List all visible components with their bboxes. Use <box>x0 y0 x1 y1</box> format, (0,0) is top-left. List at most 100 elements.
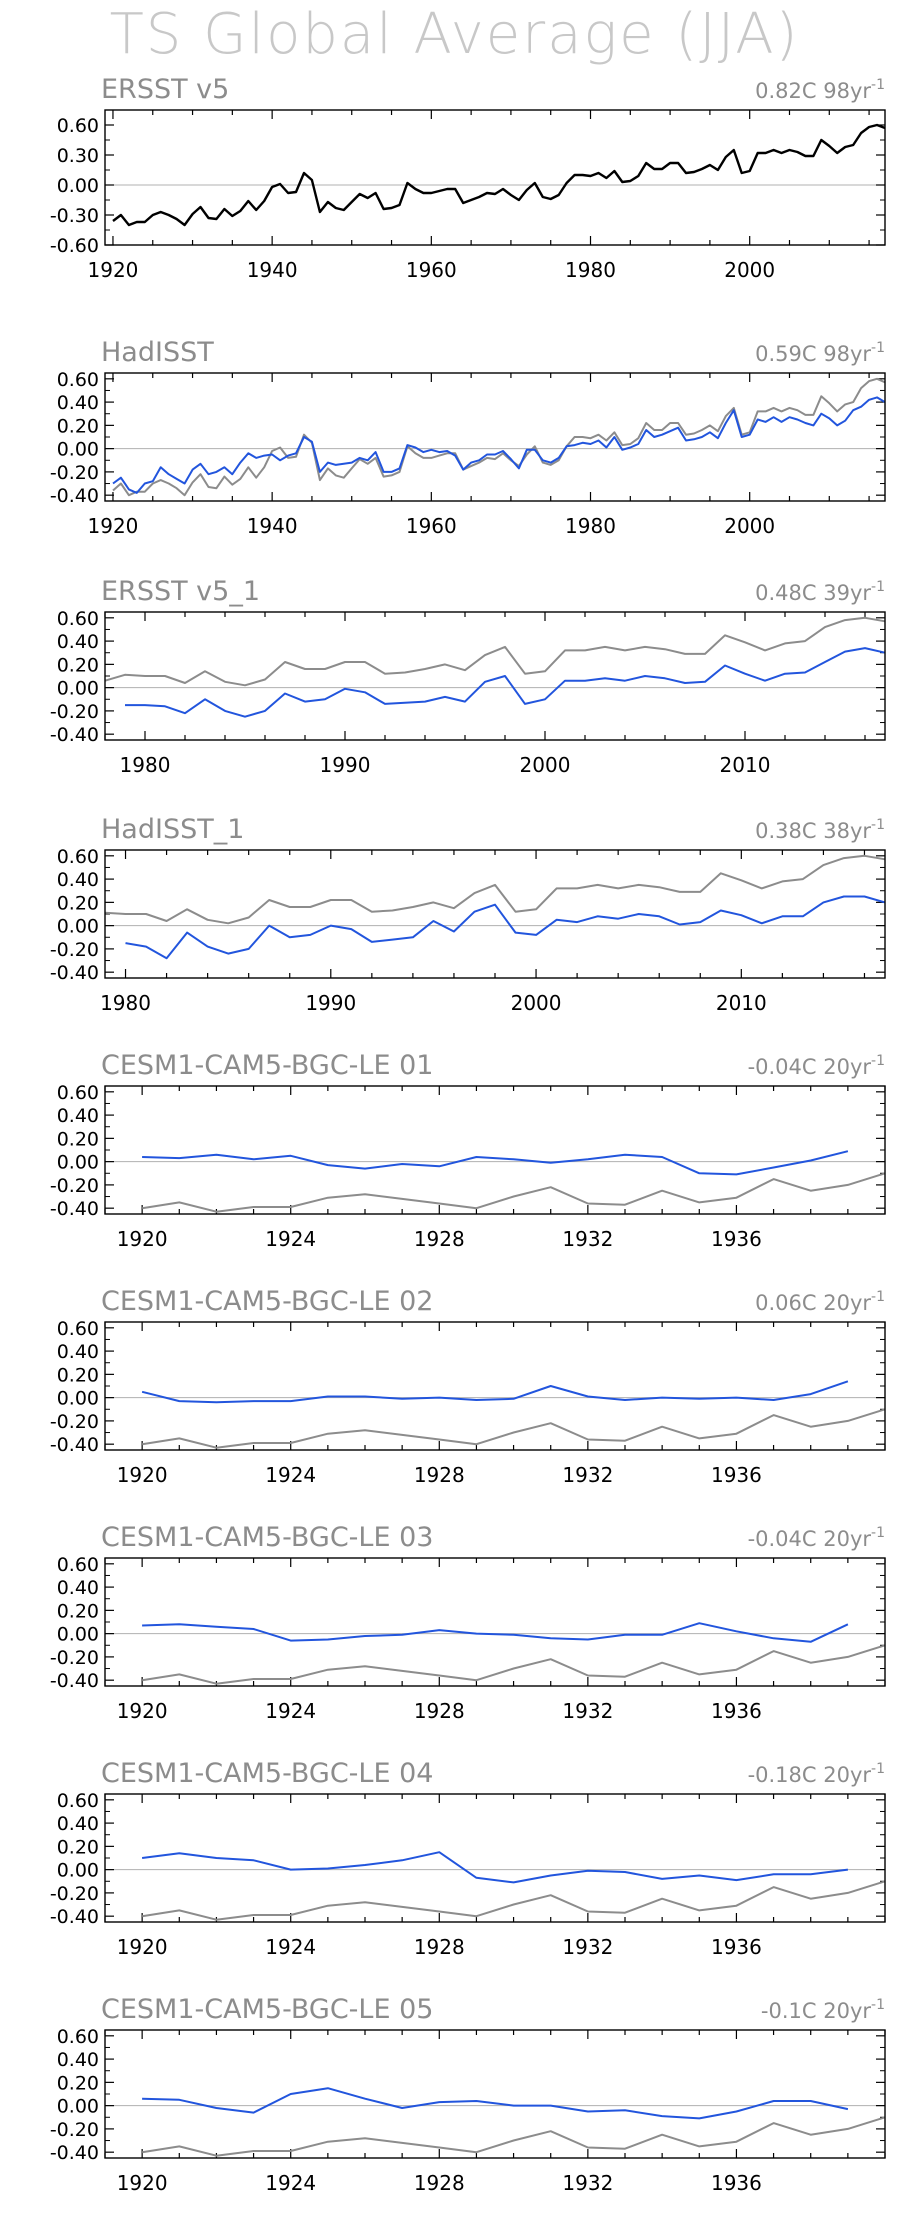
panel-9-ytick-label: 0.40 <box>57 2049 99 2071</box>
panel-2-model-line <box>112 396 886 494</box>
panel-5-ytick-label: 0.00 <box>57 1152 99 1174</box>
panel-7-ytick-label: -0.20 <box>50 1647 99 1669</box>
panel-7-xtick-label: 1920 <box>117 1699 168 1723</box>
panel-6-trend-label: 0.06C 20yr-1 <box>755 1289 885 1315</box>
panel-7-xtick-label: 1928 <box>414 1699 465 1723</box>
panel-5-xtick-label: 1932 <box>562 1227 613 1251</box>
panel-2-ytick-label: 0.40 <box>57 392 99 414</box>
panel-1-ytick-label: -0.60 <box>50 235 99 257</box>
panel-2-xtick-label: 2000 <box>724 514 775 538</box>
panel-3-xtick-label: 2010 <box>720 753 771 777</box>
panel-7-xtick-label: 1932 <box>562 1699 613 1723</box>
panel-8-ytick-label: 0.00 <box>57 1860 99 1882</box>
panel-8-ytick-label: -0.20 <box>50 1883 99 1905</box>
panel-5-ytick-label: -0.20 <box>50 1175 99 1197</box>
panel-1-trend-label: 0.82C 98yr-1 <box>755 77 885 103</box>
panel-2-trend-label: 0.59C 98yr-1 <box>755 340 885 366</box>
panel-2-xtick-label: 1920 <box>88 514 139 538</box>
panel-8-ytick-label: -0.40 <box>50 1906 99 1928</box>
panel-1-title: ERSST v5 <box>101 74 229 105</box>
panel-7-ytick-label: 0.00 <box>57 1624 99 1646</box>
panel-9-title: CESM1-CAM5-BGC-LE 05 <box>101 1994 433 2025</box>
panel-5-xtick-label: 1920 <box>117 1227 168 1251</box>
panel-3-reference-line <box>104 616 886 687</box>
panel-1-ytick-label: 0.00 <box>57 175 99 197</box>
panel-4-ytick-label: -0.20 <box>50 939 99 961</box>
panel-6-model-line <box>141 1380 849 1404</box>
panel-4-ytick-label: 0.00 <box>57 916 99 938</box>
panel-4-xtick-label: 2010 <box>716 991 767 1015</box>
panel-9-ytick-label: 0.00 <box>57 2096 99 2118</box>
panel-1-xtick-label: 1980 <box>565 258 616 282</box>
panel-3-xtick-label: 2000 <box>520 753 571 777</box>
panel-7-xtick-label: 1936 <box>711 1699 762 1723</box>
panel-5-ytick-label: -0.40 <box>50 1198 99 1220</box>
panel-2-ytick-label: 0.00 <box>57 439 99 461</box>
panel-2-xtick-label: 1940 <box>247 514 298 538</box>
panel-3-trend-label: 0.48C 39yr-1 <box>755 579 885 605</box>
panel-4-frame <box>104 849 886 979</box>
panel-5-xtick-label: 1924 <box>265 1227 316 1251</box>
panel-9-frame <box>104 2029 886 2159</box>
panel-7-title: CESM1-CAM5-BGC-LE 03 <box>101 1522 433 1553</box>
panel-1-ytick-label: 0.60 <box>57 115 99 137</box>
panel-4-ytick-label: 0.20 <box>57 892 99 914</box>
panel-9-trend-label: -0.1C 20yr-1 <box>761 1997 885 2023</box>
panel-3-ytick-label: 0.00 <box>57 678 99 700</box>
panel-8-ytick-label: 0.40 <box>57 1813 99 1835</box>
panel-8-ytick-label: 0.60 <box>57 1790 99 1812</box>
panel-9-reference-line <box>141 2116 886 2157</box>
panel-6-xtick-label: 1928 <box>414 1463 465 1487</box>
panel-8-model-line <box>141 1851 849 1884</box>
panel-6-xtick-label: 1936 <box>711 1463 762 1487</box>
panel-8-reference-line <box>141 1880 886 1921</box>
panel-4-ytick-label: 0.60 <box>57 846 99 868</box>
panel-7-reference-line <box>141 1644 886 1685</box>
panel-3-ytick-label: 0.20 <box>57 654 99 676</box>
panel-5-ytick-label: 0.40 <box>57 1105 99 1127</box>
panel-3-ytick-label: 0.40 <box>57 631 99 653</box>
panel-7-model-line <box>142 1622 849 1643</box>
panel-5-title: CESM1-CAM5-BGC-LE 01 <box>101 1050 433 1081</box>
panel-9-ytick-label: 0.60 <box>57 2026 99 2048</box>
panel-5-reference-line <box>141 1172 886 1213</box>
panel-6-ytick-label: 0.20 <box>57 1364 99 1386</box>
panel-1-xtick-label: 1940 <box>247 258 298 282</box>
panel-9-xtick-label: 1928 <box>414 2171 465 2195</box>
panel-8-xtick-label: 1928 <box>414 1935 465 1959</box>
panel-3-ytick-label: -0.20 <box>50 701 99 723</box>
panel-9-xtick-label: 1920 <box>117 2171 168 2195</box>
panel-1-frame <box>104 109 886 246</box>
panel-5-xtick-label: 1936 <box>711 1227 762 1251</box>
panel-8-xtick-label: 1924 <box>265 1935 316 1959</box>
panel-9-ytick-label: -0.40 <box>50 2142 99 2164</box>
panel-4-xtick-label: 2000 <box>511 991 562 1015</box>
panel-4-xtick-label: 1990 <box>305 991 356 1015</box>
panel-6-xtick-label: 1920 <box>117 1463 168 1487</box>
panel-6-title: CESM1-CAM5-BGC-LE 02 <box>101 1286 433 1317</box>
panel-8-xtick-label: 1936 <box>711 1935 762 1959</box>
panel-2-ytick-label: 0.20 <box>57 415 99 437</box>
panel-1-observed-line <box>112 123 886 227</box>
panel-7-ytick-label: 0.20 <box>57 1600 99 1622</box>
panel-6-frame <box>104 1321 886 1451</box>
panel-9-model-line <box>142 2087 849 2120</box>
panel-1-ytick-label: 0.30 <box>57 145 99 167</box>
panel-2-frame <box>104 372 886 502</box>
panel-6-reference-line <box>141 1408 886 1449</box>
panel-6-ytick-label: 0.40 <box>57 1341 99 1363</box>
panel-8-ytick-label: 0.20 <box>57 1836 99 1858</box>
panel-8-xtick-label: 1932 <box>562 1935 613 1959</box>
panel-8-xtick-label: 1920 <box>117 1935 168 1959</box>
panel-7-xtick-label: 1924 <box>265 1699 316 1723</box>
panel-8-trend-label: -0.18C 20yr-1 <box>748 1761 885 1787</box>
panel-3-xtick-label: 1990 <box>320 753 371 777</box>
panel-7-ytick-label: -0.40 <box>50 1670 99 1692</box>
panel-5-frame <box>104 1085 886 1215</box>
panel-3-ytick-label: 0.60 <box>57 608 99 630</box>
panel-1-xtick-label: 2000 <box>724 258 775 282</box>
panel-6-xtick-label: 1932 <box>562 1463 613 1487</box>
panel-5-ytick-label: 0.60 <box>57 1082 99 1104</box>
panel-2-ytick-label: 0.60 <box>57 369 99 391</box>
panel-4-model-line <box>125 895 886 960</box>
